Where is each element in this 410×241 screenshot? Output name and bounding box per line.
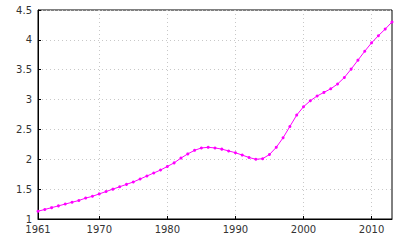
svg-text:4.5: 4.5 xyxy=(16,5,32,16)
svg-text:3.5: 3.5 xyxy=(16,64,32,75)
svg-text:2000: 2000 xyxy=(291,224,316,235)
svg-text:1970: 1970 xyxy=(87,224,112,235)
svg-text:1980: 1980 xyxy=(155,224,180,235)
svg-text:1961: 1961 xyxy=(25,224,50,235)
svg-text:1.5: 1.5 xyxy=(16,184,32,195)
svg-text:3: 3 xyxy=(26,94,32,105)
svg-text:2: 2 xyxy=(26,154,32,165)
svg-text:4: 4 xyxy=(26,34,32,45)
svg-text:1990: 1990 xyxy=(223,224,248,235)
svg-text:2.5: 2.5 xyxy=(16,124,32,135)
svg-text:2010: 2010 xyxy=(359,224,384,235)
svg-text:1: 1 xyxy=(25,213,32,225)
